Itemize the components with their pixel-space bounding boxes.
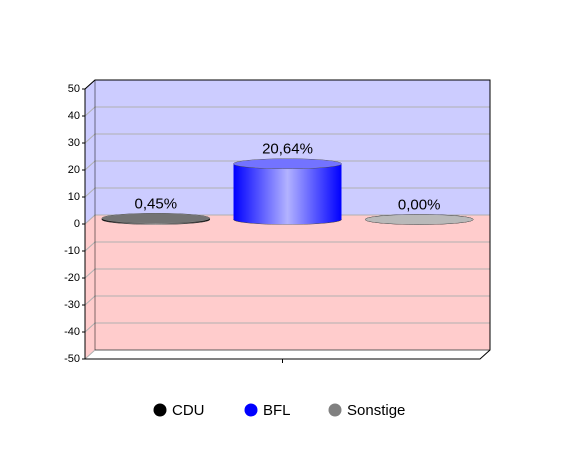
cylinder-top-shine (233, 158, 342, 169)
side-wall-positive (85, 80, 95, 224)
frame-edge (84, 79, 490, 351)
y-tick-label: 0 (74, 218, 80, 230)
y-tick-label: 20 (68, 164, 80, 176)
y-tick-label: 50 (68, 83, 80, 95)
y-tick-label: 40 (68, 110, 80, 122)
value-label: 20,64% (262, 141, 313, 158)
cylinder-top (233, 158, 342, 170)
y-tick-label: -20 (64, 272, 80, 284)
side-wall-negative (85, 215, 95, 359)
grid-line (84, 349, 490, 360)
y-tick-label: 10 (68, 191, 80, 203)
cylinder (101, 213, 211, 225)
cylinder-top (101, 213, 211, 224)
y-tick-label: 30 (68, 137, 80, 149)
legend-marker (153, 403, 167, 417)
legend-label: CDU (172, 402, 205, 419)
y-tick-label: -40 (64, 326, 80, 338)
y-tick-label: -10 (64, 245, 80, 257)
legend-marker (328, 403, 342, 417)
bar-shine (233, 163, 342, 220)
cylinder (233, 158, 342, 225)
legend-marker (244, 403, 258, 417)
cylinder-top (364, 214, 474, 225)
legend-label: BFL (263, 402, 291, 419)
value-label: 0,00% (398, 196, 441, 213)
y-tick-label: -30 (64, 299, 80, 311)
y-tick-label: -50 (64, 353, 80, 365)
back-wall-negative (95, 215, 490, 350)
value-label: 0,45% (135, 195, 178, 212)
cylinder-top-shine (365, 214, 474, 225)
cylinder (364, 214, 474, 225)
legend-label: Sonstige (347, 402, 405, 419)
cylinder-top-shine (101, 213, 210, 224)
